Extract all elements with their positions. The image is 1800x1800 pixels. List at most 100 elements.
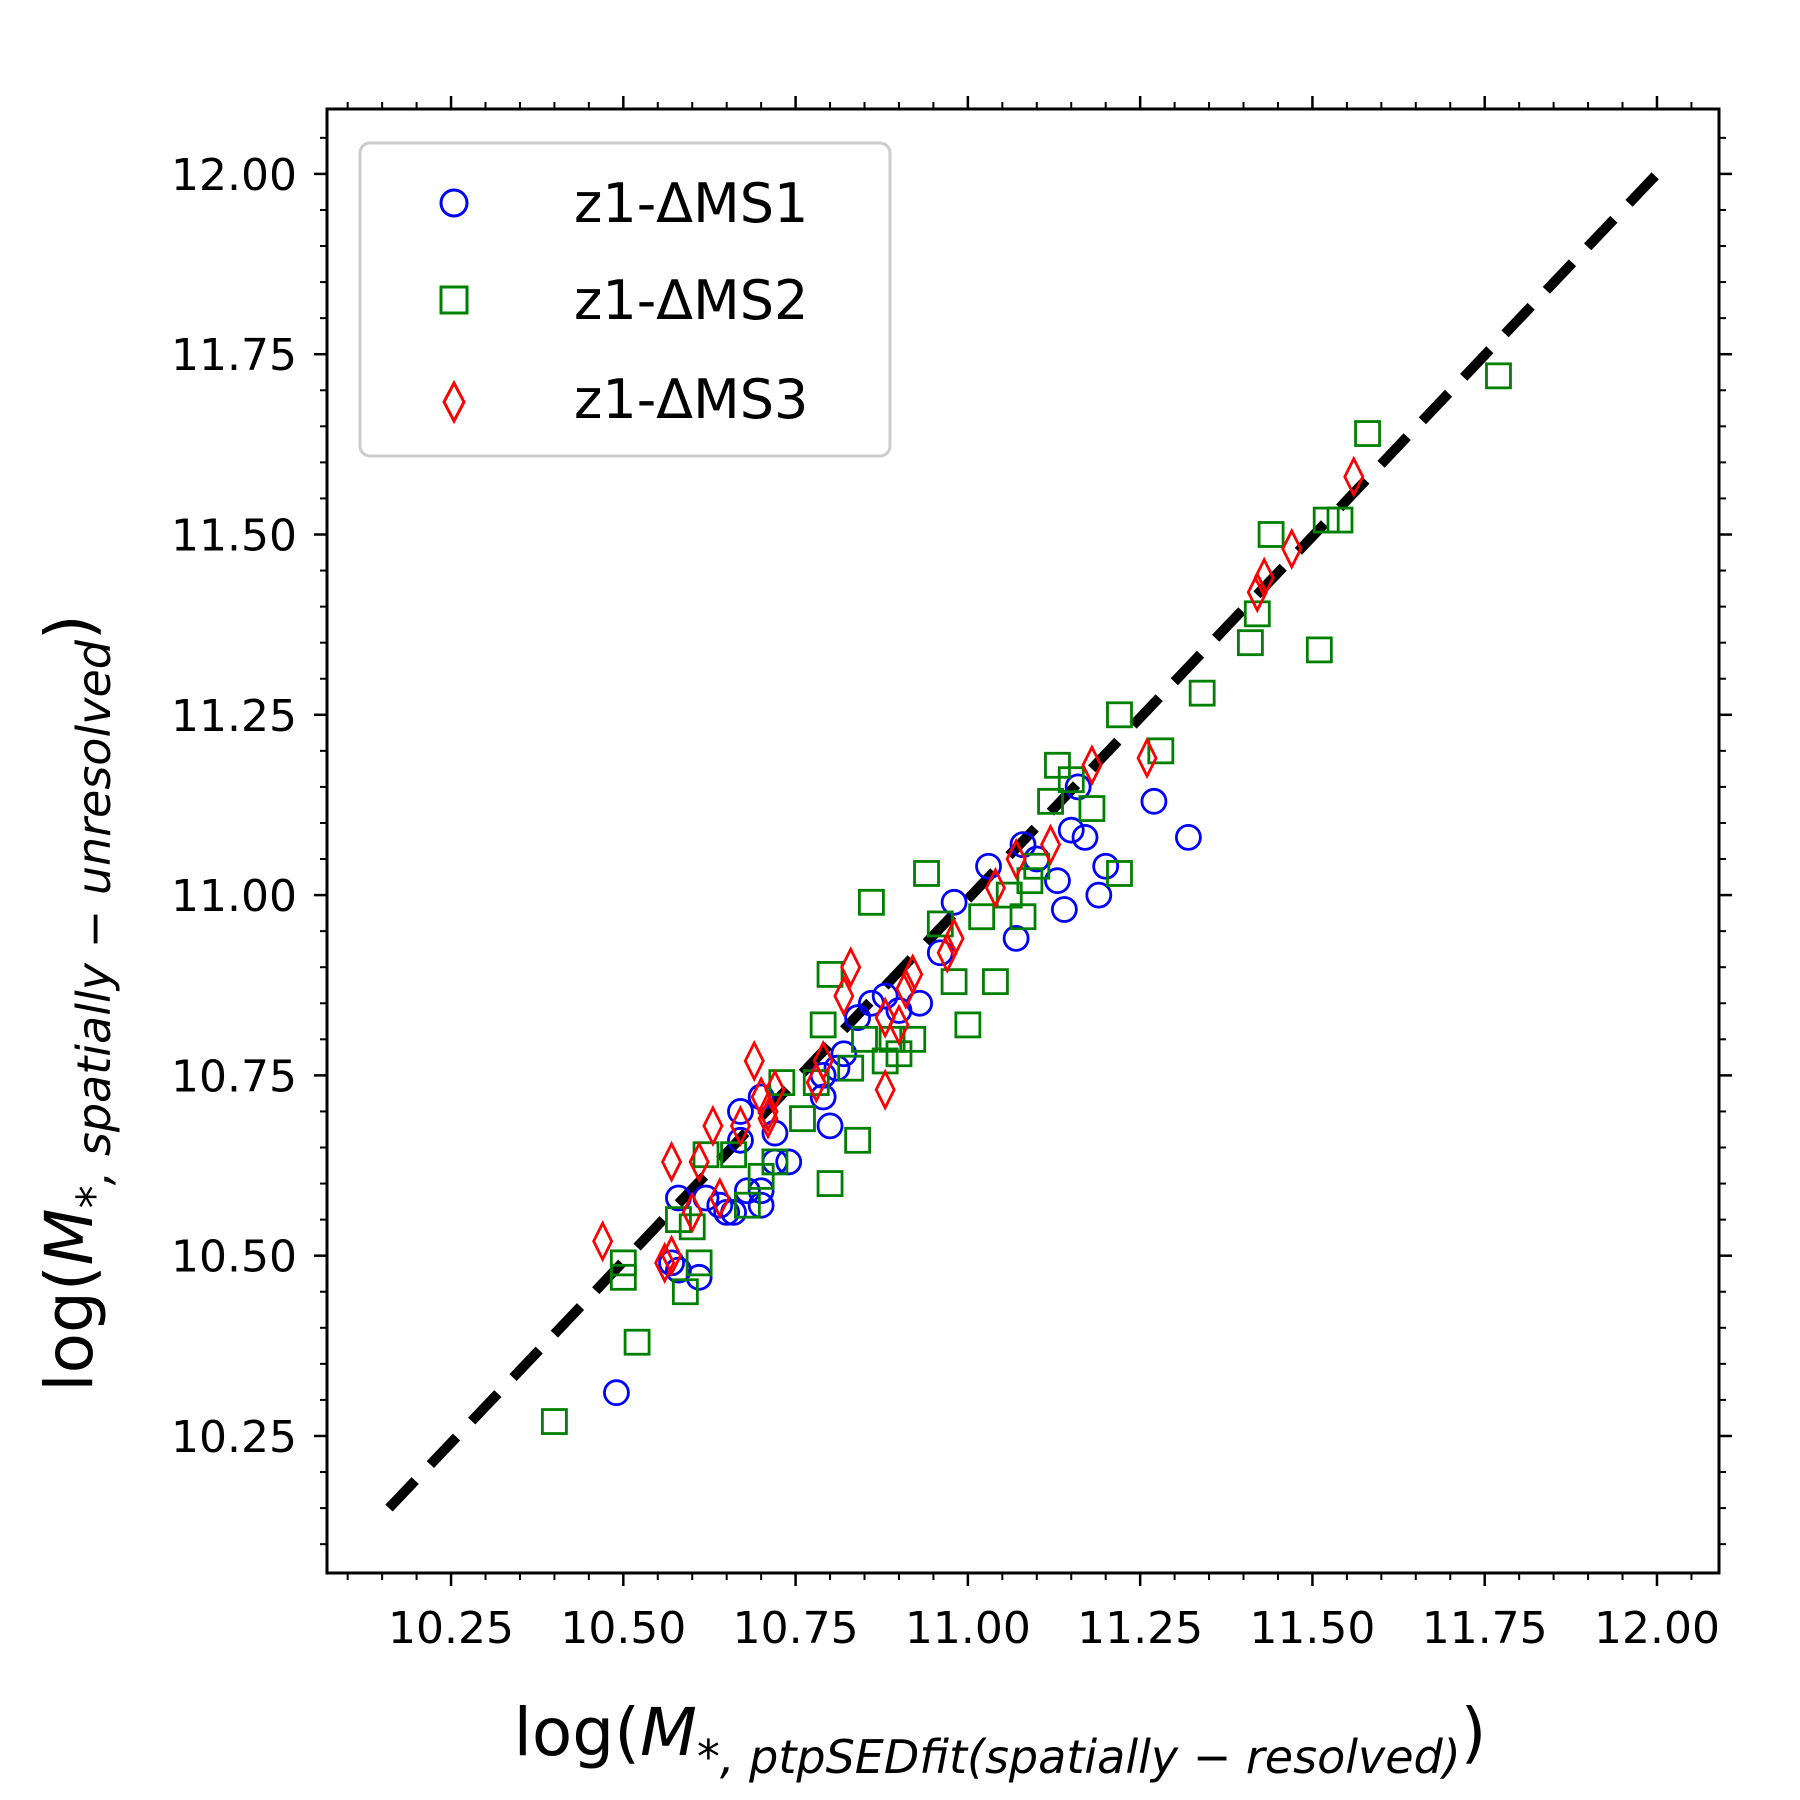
data-point-circle (685, 1263, 713, 1291)
data-point-square (747, 1162, 775, 1190)
data-point-square (1023, 852, 1051, 880)
legend-box (358, 141, 892, 458)
data-point-square (1009, 903, 1037, 931)
data-point-square (995, 881, 1023, 909)
data-point-square (1057, 766, 1085, 794)
data-point-diamond (1081, 744, 1103, 787)
data-point-diamond (874, 996, 896, 1039)
data-point-circle (747, 1191, 775, 1219)
data-point-diamond (1039, 823, 1062, 866)
data-point-circle (1140, 787, 1168, 815)
y-tick-label: 11.75 (171, 330, 297, 381)
data-point-circle (1092, 852, 1120, 880)
y-axis-label: log(M*, spatially − unresolved) (31, 614, 121, 1391)
data-point-circle (871, 982, 899, 1010)
x-tick-label: 11.75 (1422, 1603, 1548, 1654)
data-point-square (678, 1213, 706, 1241)
data-point-diamond (874, 1068, 896, 1111)
y-tick-label: 10.25 (171, 1412, 297, 1463)
data-point-circle (1057, 816, 1085, 844)
data-point-square (844, 1126, 872, 1154)
data-point-square (968, 903, 996, 931)
data-point-circle (940, 888, 968, 916)
data-point-square (1016, 867, 1044, 895)
legend-label-series-3: z1-ΔMS3 (574, 368, 808, 431)
data-point-circle (1044, 867, 1071, 895)
data-point-square (913, 860, 940, 887)
data-point-circle (727, 1126, 754, 1154)
legend-circle-icon (439, 188, 469, 218)
data-point-diamond (764, 1068, 786, 1111)
data-point-diamond (1005, 837, 1027, 881)
x-tick-label: 11.00 (905, 1603, 1031, 1654)
data-point-square (1257, 521, 1285, 548)
data-point-diamond (688, 1140, 710, 1184)
data-point-square (816, 1170, 844, 1197)
series-3 (592, 455, 1365, 1285)
data-point-circle (1064, 773, 1092, 801)
data-point-square (1078, 795, 1106, 822)
data-point-square (1312, 506, 1340, 534)
x-tick-label: 11.25 (1077, 1603, 1203, 1654)
reference-line (385, 170, 1661, 1512)
data-point-square (1044, 751, 1071, 779)
data-point-square (1188, 679, 1216, 707)
legend-square-icon (439, 285, 469, 315)
data-point-square (857, 888, 885, 916)
data-point-diamond (743, 1039, 765, 1083)
data-point-diamond (709, 1176, 731, 1220)
data-point-square (685, 1249, 713, 1277)
data-point-square (851, 1025, 878, 1053)
data-point-square (609, 1249, 637, 1277)
data-point-square (940, 968, 968, 996)
data-point-square (1237, 629, 1264, 657)
data-point-diamond (936, 931, 958, 974)
data-point-circle (1002, 924, 1030, 952)
data-point-diamond (1253, 556, 1275, 599)
data-point-diamond (1343, 455, 1365, 498)
data-point-square (671, 1278, 699, 1306)
data-point-square (1106, 860, 1133, 887)
data-point-circle (1071, 823, 1099, 851)
data-point-square (1354, 420, 1381, 447)
y-tick-label: 11.25 (171, 691, 297, 742)
data-point-square (1243, 600, 1271, 628)
data-point-square (1326, 506, 1354, 534)
x-tick-label: 10.50 (560, 1603, 686, 1654)
data-point-square (609, 1263, 637, 1291)
x-tick-label: 10.25 (388, 1603, 514, 1654)
x-tick-label: 11.50 (1249, 1603, 1375, 1654)
data-point-square (802, 1069, 830, 1096)
y-tick-label: 11.50 (171, 510, 297, 561)
data-point-diamond (1246, 571, 1268, 614)
data-point-diamond (902, 953, 924, 996)
data-point-circle (975, 852, 1002, 880)
x-tick-label: 12.00 (1594, 1603, 1720, 1654)
data-point-circle (733, 1177, 761, 1205)
legend-label-series-2: z1-ΔMS2 (574, 269, 808, 332)
data-point-circle (844, 1004, 872, 1032)
data-point-circle (816, 1112, 844, 1140)
data-point-diamond (654, 1241, 676, 1285)
data-point-circle (727, 1098, 754, 1125)
data-point-square (837, 1054, 865, 1082)
data-point-diamond (984, 866, 1007, 910)
data-point-square (541, 1408, 568, 1435)
data-point-square (665, 1206, 692, 1234)
data-point-square (954, 1011, 982, 1039)
data-point-square (1037, 787, 1064, 815)
data-point-diamond (702, 1104, 724, 1148)
data-point-square (1106, 701, 1133, 729)
data-point-square (623, 1328, 651, 1356)
data-point-circle (1174, 823, 1202, 851)
y-tick-label: 11.00 (171, 871, 297, 922)
data-point-circle (603, 1379, 630, 1407)
data-point-square (1305, 636, 1333, 664)
data-point-circle (830, 1040, 858, 1068)
x-axis-label: log(M*, ptpSEDfit(spatially − resolved)) (514, 1694, 1487, 1784)
x-tick-label: 10.75 (733, 1603, 859, 1654)
data-points (541, 362, 1512, 1435)
y-tick-label: 12.00 (171, 150, 297, 201)
data-point-circle (823, 1054, 851, 1082)
